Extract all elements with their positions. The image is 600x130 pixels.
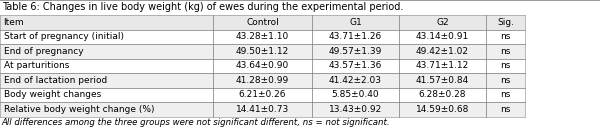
Text: 41.42±2.03: 41.42±2.03 bbox=[329, 76, 382, 85]
Bar bbox=[399, 15, 486, 30]
Bar bbox=[312, 88, 399, 102]
Bar bbox=[399, 30, 486, 44]
Bar bbox=[399, 102, 486, 117]
Text: Body weight changes: Body weight changes bbox=[4, 90, 101, 99]
Text: Item: Item bbox=[4, 18, 24, 27]
Bar bbox=[0, 73, 213, 88]
Bar bbox=[0, 88, 213, 102]
Text: 49.57±1.39: 49.57±1.39 bbox=[329, 47, 382, 56]
Bar bbox=[0, 102, 213, 117]
Text: ns: ns bbox=[500, 47, 511, 56]
Bar bbox=[399, 73, 486, 88]
Text: End of lactation period: End of lactation period bbox=[4, 76, 107, 85]
Bar bbox=[213, 59, 312, 73]
Bar bbox=[312, 73, 399, 88]
Text: All differences among the three groups were not significant different, ns = not : All differences among the three groups w… bbox=[2, 118, 391, 127]
Text: 13.43±0.92: 13.43±0.92 bbox=[329, 105, 382, 114]
Bar bbox=[399, 59, 486, 73]
Bar bbox=[399, 88, 486, 102]
Text: 14.41±0.73: 14.41±0.73 bbox=[236, 105, 289, 114]
Bar bbox=[486, 102, 525, 117]
Bar bbox=[213, 15, 312, 30]
Text: ns: ns bbox=[500, 90, 511, 99]
Bar bbox=[213, 102, 312, 117]
Text: Sig.: Sig. bbox=[497, 18, 514, 27]
Text: Start of pregnancy (initial): Start of pregnancy (initial) bbox=[4, 32, 124, 41]
Bar bbox=[0, 30, 213, 44]
Text: 43.14±0.91: 43.14±0.91 bbox=[416, 32, 469, 41]
Bar bbox=[312, 15, 399, 30]
Bar bbox=[213, 88, 312, 102]
Text: G1: G1 bbox=[349, 18, 362, 27]
Text: 43.64±0.90: 43.64±0.90 bbox=[236, 61, 289, 70]
Text: 43.28±1.10: 43.28±1.10 bbox=[236, 32, 289, 41]
Bar bbox=[213, 44, 312, 59]
Text: 6.21±0.26: 6.21±0.26 bbox=[239, 90, 286, 99]
Text: 41.28±0.99: 41.28±0.99 bbox=[236, 76, 289, 85]
Text: 14.59±0.68: 14.59±0.68 bbox=[416, 105, 469, 114]
Bar bbox=[213, 30, 312, 44]
Text: 49.50±1.12: 49.50±1.12 bbox=[236, 47, 289, 56]
Bar bbox=[486, 59, 525, 73]
Text: Table 6: Changes in live body weight (kg) of ewes during the experimental period: Table 6: Changes in live body weight (kg… bbox=[2, 2, 403, 12]
Text: 43.57±1.36: 43.57±1.36 bbox=[329, 61, 382, 70]
Text: ns: ns bbox=[500, 61, 511, 70]
Text: ns: ns bbox=[500, 76, 511, 85]
Bar bbox=[312, 44, 399, 59]
Bar bbox=[486, 15, 525, 30]
Text: ns: ns bbox=[500, 105, 511, 114]
Bar bbox=[486, 73, 525, 88]
Bar bbox=[486, 30, 525, 44]
Text: Relative body weight change (%): Relative body weight change (%) bbox=[4, 105, 154, 114]
Text: 43.71±1.26: 43.71±1.26 bbox=[329, 32, 382, 41]
Text: G2: G2 bbox=[436, 18, 449, 27]
Bar bbox=[312, 59, 399, 73]
Text: 5.85±0.40: 5.85±0.40 bbox=[332, 90, 379, 99]
Text: 43.71±1.12: 43.71±1.12 bbox=[416, 61, 469, 70]
Bar bbox=[486, 88, 525, 102]
Bar bbox=[0, 59, 213, 73]
Bar bbox=[0, 44, 213, 59]
Text: ns: ns bbox=[500, 32, 511, 41]
Text: 6.28±0.28: 6.28±0.28 bbox=[419, 90, 466, 99]
Text: 49.42±1.02: 49.42±1.02 bbox=[416, 47, 469, 56]
Bar bbox=[399, 44, 486, 59]
Bar bbox=[312, 30, 399, 44]
Text: End of pregnancy: End of pregnancy bbox=[4, 47, 83, 56]
Bar bbox=[0, 15, 213, 30]
Text: 41.57±0.84: 41.57±0.84 bbox=[416, 76, 469, 85]
Text: At parturitions: At parturitions bbox=[4, 61, 69, 70]
Bar bbox=[213, 73, 312, 88]
Bar bbox=[486, 44, 525, 59]
Text: Control: Control bbox=[246, 18, 279, 27]
Bar bbox=[312, 102, 399, 117]
